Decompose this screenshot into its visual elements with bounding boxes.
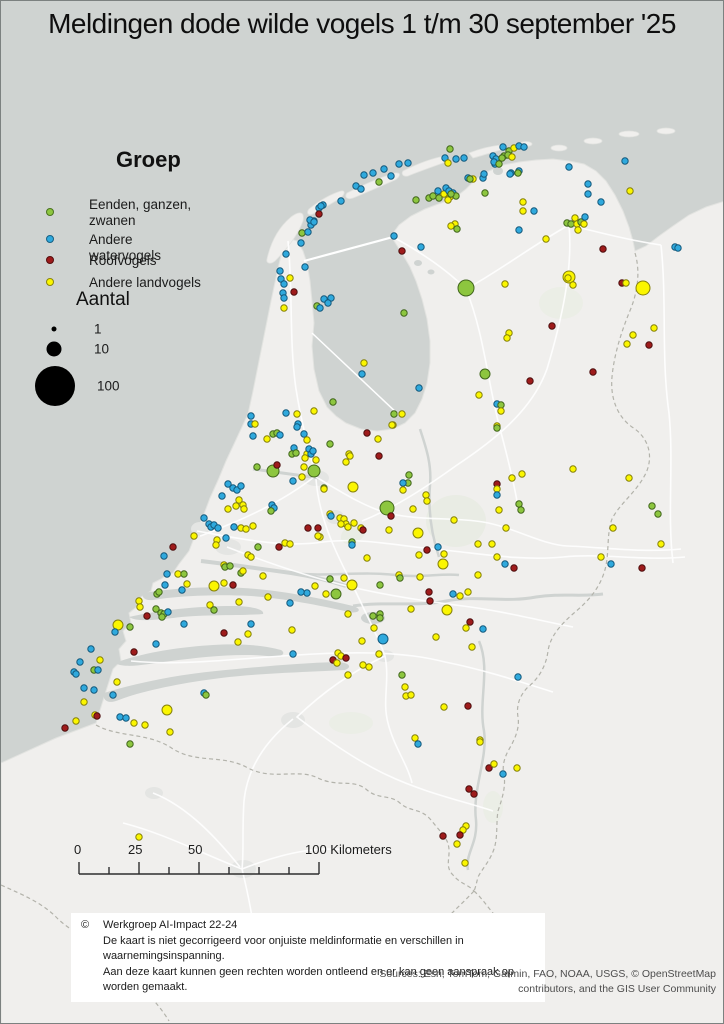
legend-size-label: 100 — [97, 378, 120, 394]
legend-size-title: Aantal — [76, 289, 130, 310]
legend-item-label: Roofvogels — [89, 253, 157, 268]
scale-label-50: 50 — [188, 842, 203, 857]
legend-item-label: Andere watervogels — [89, 232, 162, 263]
legend-swatch-landvogels — [46, 278, 54, 286]
legend-size-label: 1 — [94, 321, 102, 337]
legend-swatch-roofvogels — [46, 256, 54, 264]
bird-report-dots — [61, 142, 682, 867]
land — [1, 158, 723, 1023]
sources-note: Sources: Esri, TomTom, Garmin, FAO, NOAA… — [379, 967, 716, 997]
sources-line: contributors, and the GIS User Community — [518, 983, 716, 995]
legend-item-label: Eenden, ganzen, zwanen — [89, 197, 192, 228]
scale-label-100: 100 Kilometers — [305, 842, 392, 857]
legend-size-dot-100 — [35, 366, 75, 406]
copyright-icon: © — [81, 919, 90, 931]
attribution-disclaimer-2: Aan deze kaart kunnen geen rechten worde… — [103, 965, 514, 994]
legend-size-dot-1 — [51, 326, 57, 332]
scale-bar: 0 25 50 100 Kilometers — [74, 842, 392, 876]
page-title: Meldingen dode wilde vogels 1 t/m 30 sep… — [48, 8, 676, 39]
attribution-box: © Werkgroep AI-Impact 22-24 De kaart is n… — [71, 913, 545, 1002]
legend: Groep Eenden, ganzen, zwanen Andere wate… — [31, 141, 261, 431]
scale-ticks — [78, 862, 320, 875]
scale-label-25: 25 — [128, 842, 143, 857]
legend-swatch-eenden — [46, 208, 54, 216]
legend-size-label: 10 — [94, 341, 110, 357]
dikes — [303, 235, 400, 416]
sources-line: Sources: Esri, TomTom, Garmin, FAO, NOAA… — [379, 968, 716, 980]
scale-label-0: 0 — [74, 842, 82, 857]
legend-group-title: Groep — [116, 147, 181, 172]
attribution-disclaimer-1: De kaart is niet gecorrigeerd voor onjui… — [103, 934, 464, 963]
legend-swatch-watervogels — [46, 235, 54, 243]
legend-item-label: Andere landvogels — [89, 275, 201, 290]
legend-size-dot-10 — [46, 341, 62, 357]
attribution-name: Werkgroep AI-Impact 22-24 — [103, 919, 238, 931]
